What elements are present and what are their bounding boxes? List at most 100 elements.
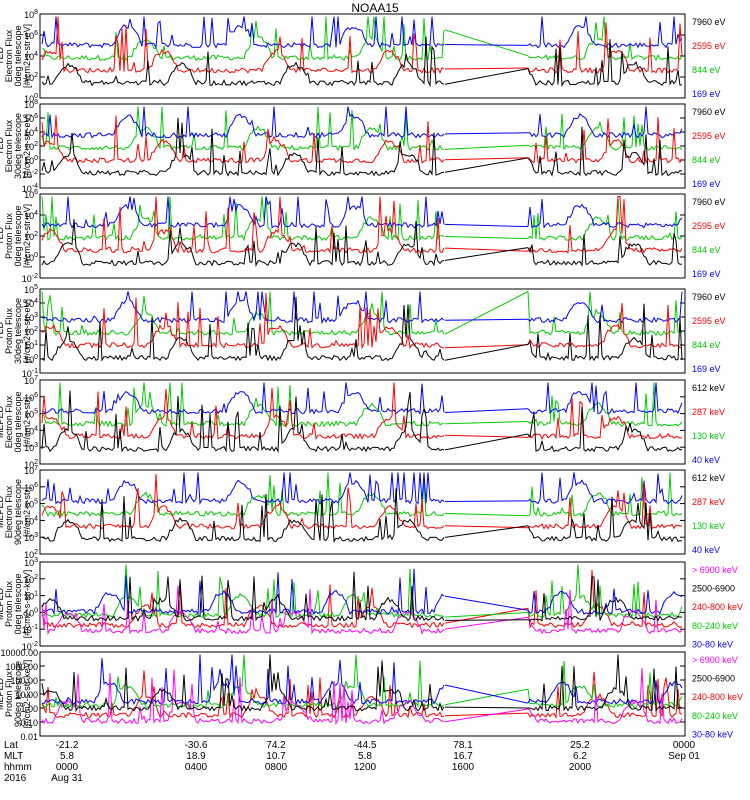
y-tick-label: 104 <box>24 210 38 221</box>
series-trace <box>41 390 445 454</box>
y-axis-label-line: 90deg telescope <box>13 479 23 545</box>
date-value: Sep 01 <box>668 751 700 762</box>
y-tick-label: 106 <box>24 113 38 124</box>
y-tick-label: 102 <box>24 231 38 242</box>
gap-connector-line <box>444 44 529 46</box>
date-value: Aug 31 <box>51 773 83 784</box>
legend-entry: 30-80 keV <box>692 639 733 649</box>
y-axis-label-line: [#/cm2-s-str-keV] <box>22 570 32 639</box>
footer-label-mlt: MLT <box>4 751 24 762</box>
mlt-value: 18.9 <box>186 751 206 762</box>
legend-entry: 612 keV <box>692 473 725 483</box>
y-axis-label-line: 0deg telescope <box>13 205 23 266</box>
y-tick-label: 101 <box>24 340 38 351</box>
legend-entry: 7960 eV <box>692 197 726 207</box>
panel-3: 106 104 102 100 10-2 TEDProton Flux0deg teles… <box>0 189 726 284</box>
gap-connector-line <box>444 67 529 70</box>
series-trace <box>527 472 683 518</box>
series-trace <box>41 196 445 229</box>
y-axis-label: MEPEDElectron Flux0deg telescope[#/cm2-s… <box>0 391 32 452</box>
lat-value: 25.2 <box>570 740 590 751</box>
y-tick-label: 103 <box>24 557 38 568</box>
series-trace <box>41 571 445 623</box>
series-trace <box>527 126 683 177</box>
lat-value: 74.2 <box>266 740 286 751</box>
series-trace <box>41 117 445 177</box>
time-column: 78.1 16.7 1600 <box>433 740 493 773</box>
y-tick-label: 10-4 <box>22 183 38 194</box>
series-trace <box>527 196 683 254</box>
y-axis-label-line: 90deg telescope <box>13 661 23 727</box>
y-tick-label: 104 <box>24 298 38 309</box>
footer-label-hhmm: hhmm <box>4 762 32 773</box>
panel-8: 10000.00 1000.00 100.00 10.00 1.00 0.10 0.01 ME… <box>0 648 743 740</box>
y-axis-label-line: TED <box>0 136 5 155</box>
legend-entry: 2595 eV <box>692 41 726 51</box>
legend-entry: 7960 eV <box>692 17 726 27</box>
series-trace <box>41 584 445 629</box>
legend-entry: 2500-6900 <box>692 674 735 684</box>
series-trace <box>41 16 445 74</box>
y-tick-label: 10-2 <box>22 169 38 180</box>
panel-frame <box>39 469 686 555</box>
y-axis-label-line: [#/cm2-s-str-keV] <box>22 660 32 729</box>
y-axis-label-line: [#/cm2-s-str-eV] <box>22 114 32 178</box>
gap-connector-line <box>444 247 529 252</box>
y-tick-label: 105 <box>24 284 38 295</box>
y-tick-label: 104 <box>24 51 38 62</box>
y-axis-label: TEDElectron Flux30deg telescope[#/cm2-s-… <box>0 113 32 179</box>
y-axis-label-line: [#/cm2-s-str-eV] <box>22 299 32 363</box>
y-axis-label-line: TED <box>0 46 5 65</box>
y-axis-label-line: TED <box>0 226 5 245</box>
y-tick-label: 102 <box>24 574 38 585</box>
lat-value: 78.1 <box>453 740 473 751</box>
series-trace <box>41 654 445 713</box>
gap-connector-line <box>444 157 529 173</box>
gap-connector-line <box>444 500 529 502</box>
y-tick-label: 1000.00 <box>5 662 38 672</box>
y-axis-label-line: MEPED <box>0 406 5 439</box>
series-trace <box>527 667 683 725</box>
y-axis-label: MEPEDElectron Flux90deg telescope[#/cm2-… <box>0 479 32 545</box>
legend-entry: 30-80 keV <box>692 729 733 739</box>
y-tick-label: 102 <box>24 549 38 560</box>
series-trace <box>41 115 445 164</box>
legend-entry: 2595 eV <box>692 316 726 326</box>
legend-entry: 240-800 keV <box>692 602 743 612</box>
series-trace <box>41 296 445 362</box>
legend-entry: 7960 eV <box>692 292 726 302</box>
series-trace <box>527 564 683 619</box>
y-tick-label: 1.00 <box>20 704 38 714</box>
chart-title: NOAA15 <box>351 1 399 15</box>
series-trace <box>41 585 445 635</box>
series-trace <box>527 303 683 362</box>
panel-frame <box>39 193 686 279</box>
y-tick-label: 101 <box>24 591 38 602</box>
series-trace <box>41 291 445 325</box>
panel-6: 107 106 105 104 103 102 MEPEDElectron Flux90de… <box>0 465 725 560</box>
time-axis-footer: Lat MLT hhmm 2016 -21.2 5.8 0000 Aug 31 … <box>0 740 750 800</box>
legend-entry: 40 keV <box>692 545 720 555</box>
y-tick-label: 100 <box>24 93 38 104</box>
series-trace <box>41 196 445 242</box>
gap-connector-line <box>444 619 529 621</box>
legend-entry: 287 keV <box>692 497 725 507</box>
series-trace <box>41 16 445 62</box>
y-tick-label: 106 <box>24 482 38 493</box>
gap-connector-line <box>444 525 529 538</box>
series-trace <box>41 654 445 706</box>
series-trace <box>527 106 683 139</box>
y-axis-label-line: [#/cm2-s-str] <box>22 487 32 537</box>
y-tick-label: 103 <box>24 312 38 323</box>
series-trace <box>527 291 683 324</box>
gap-connector-line <box>444 291 529 335</box>
hhmm-value: 2000 <box>568 762 592 773</box>
legend-entry: 2595 eV <box>692 221 726 231</box>
gap-connector-line <box>444 408 529 413</box>
footer-label-year: 2016 <box>4 773 27 784</box>
series-trace <box>527 496 683 543</box>
y-axis-label-line: 0deg telescope <box>13 25 23 86</box>
series-trace <box>527 589 683 635</box>
y-axis-label-line: 0deg telescope <box>13 391 23 452</box>
